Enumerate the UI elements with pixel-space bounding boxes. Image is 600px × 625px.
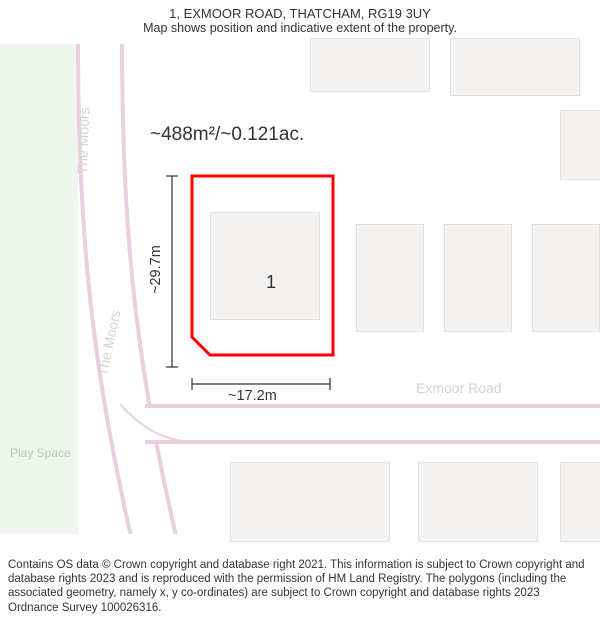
plot-number: 1: [266, 272, 276, 293]
address-line: 1, EXMOOR ROAD, THATCHAM, RG19 3UY: [10, 6, 590, 21]
area-label: ~488m²/~0.121ac.: [150, 124, 304, 146]
the-moors-label-1: The Moors: [74, 107, 92, 174]
subtitle-line: Map shows position and indicative extent…: [10, 21, 590, 35]
map-canvas: Play Space ~488m²/~0.121ac. ~29.7m ~17.2…: [0, 44, 600, 534]
footer-copyright: Contains OS data © Crown copyright and d…: [0, 552, 600, 625]
exmoor-road-label: Exmoor Road: [416, 380, 502, 396]
width-label: ~17.2m: [228, 388, 277, 404]
height-label: ~29.7m: [148, 245, 164, 294]
header: 1, EXMOOR ROAD, THATCHAM, RG19 3UY Map s…: [0, 0, 600, 37]
